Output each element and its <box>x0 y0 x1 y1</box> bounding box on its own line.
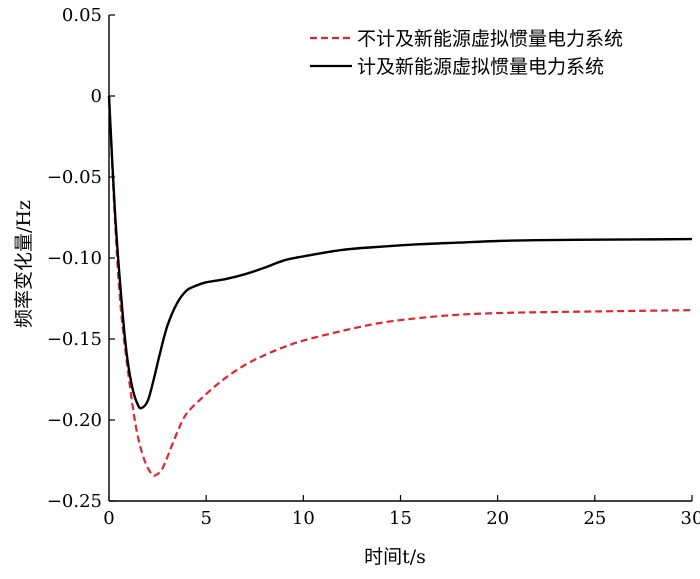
x-tick-label: 30 <box>681 508 700 529</box>
series-layer <box>107 95 693 478</box>
legend-label: 不计及新能源虚拟惯量电力系统 <box>357 28 623 50</box>
legend-label: 计及新能源虚拟惯量电力系统 <box>357 56 604 78</box>
y-tick-label: −0.20 <box>47 410 102 431</box>
x-axis-title: 时间t/s <box>364 546 426 568</box>
y-tick-label: 0 <box>91 86 102 107</box>
plot-frame <box>108 15 692 502</box>
x-tick-label: 0 <box>103 508 114 529</box>
y-tick-label: −0.25 <box>47 491 102 512</box>
y-tick-label: −0.05 <box>47 167 102 188</box>
x-tick-label: 25 <box>583 508 606 529</box>
x-tick-label: 10 <box>292 508 315 529</box>
x-tick-label: 15 <box>389 508 412 529</box>
series-line-with-virtual-inertia <box>107 95 693 410</box>
axis-ticks: 0 5 10 15 20 25 30 0.05 0 −0.05 −0.10 −0.15 −0.20 −0.… <box>47 5 700 529</box>
y-axis-title: 频率变化量/Hz <box>13 200 35 328</box>
y-tick-label: −0.10 <box>47 248 102 269</box>
series-line-without-virtual-inertia <box>107 95 693 478</box>
y-tick-label: −0.15 <box>47 329 102 350</box>
y-tick-label: 0.05 <box>62 5 102 26</box>
x-tick-label: 5 <box>200 508 211 529</box>
x-tick-label: 20 <box>486 508 509 529</box>
